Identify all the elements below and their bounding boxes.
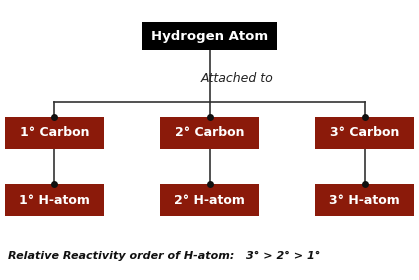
FancyBboxPatch shape (160, 184, 259, 216)
Text: 3° H-atom: 3° H-atom (329, 194, 400, 207)
FancyBboxPatch shape (142, 22, 277, 50)
FancyBboxPatch shape (315, 184, 414, 216)
FancyBboxPatch shape (5, 184, 104, 216)
Text: Attached to: Attached to (200, 72, 273, 85)
Text: 2° Carbon: 2° Carbon (175, 127, 244, 139)
FancyBboxPatch shape (5, 117, 104, 149)
Text: Relative Reactivity order of H-atom:   3° > 2° > 1°: Relative Reactivity order of H-atom: 3° … (8, 251, 321, 261)
Text: 1° H-atom: 1° H-atom (19, 194, 90, 207)
Text: 2° H-atom: 2° H-atom (174, 194, 245, 207)
FancyBboxPatch shape (160, 117, 259, 149)
Text: 3° Carbon: 3° Carbon (330, 127, 399, 139)
Text: 1° Carbon: 1° Carbon (20, 127, 89, 139)
Text: Hydrogen Atom: Hydrogen Atom (151, 30, 268, 43)
FancyBboxPatch shape (315, 117, 414, 149)
